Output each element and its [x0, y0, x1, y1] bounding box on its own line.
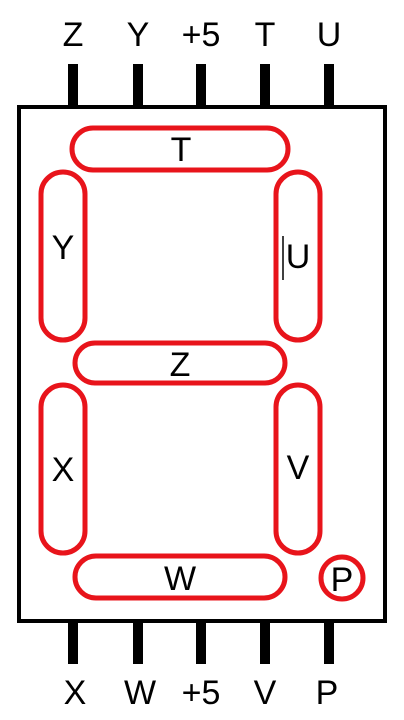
bottom-pin-label-3: +5 [182, 674, 221, 712]
bottom-pin-label-2: W [124, 674, 156, 712]
segment-label-p: P [331, 561, 354, 599]
bottom-pin-label-5: P [316, 674, 339, 712]
top-pin-label-5: U [317, 16, 342, 54]
bottom-pin-3 [196, 620, 206, 664]
segment-label-y: Y [52, 229, 75, 267]
bottom-pin-label-1: X [64, 674, 87, 712]
segment-y [38, 169, 88, 343]
top-pin-3 [196, 64, 206, 108]
top-pin-label-1: Z [63, 16, 84, 54]
segment-label-t: T [171, 131, 192, 169]
display-body [17, 105, 387, 623]
segment-label-u: U [286, 238, 311, 276]
bottom-pins: X W +5 V P [64, 620, 339, 712]
segment-t [69, 125, 291, 173]
segment-v [273, 382, 323, 556]
segment-p-dot [318, 554, 366, 602]
bottom-pin-5 [324, 620, 334, 664]
top-pin-label-2: Y [127, 16, 150, 54]
bottom-pin-2 [133, 620, 143, 664]
top-pin-label-3: +5 [182, 16, 221, 54]
segment-u [273, 169, 323, 343]
top-pin-2 [133, 64, 143, 108]
segment-label-x: X [52, 451, 75, 489]
segments [38, 125, 366, 602]
segment-labels: T Y U Z X V W P [52, 131, 354, 599]
top-pin-1 [68, 64, 78, 108]
segment-label-v: V [287, 449, 310, 487]
top-pins: Z Y +5 T U [63, 16, 342, 108]
segment-x [38, 382, 88, 556]
segment-label-z: Z [170, 346, 191, 384]
bottom-pin-4 [260, 620, 270, 664]
bottom-pin-label-4: V [254, 674, 277, 712]
segment-z [72, 340, 288, 386]
top-pin-5 [324, 64, 334, 108]
segment-label-w: W [164, 560, 196, 598]
top-pin-4 [260, 64, 270, 108]
top-pin-label-4: T [255, 16, 276, 54]
bottom-pin-1 [68, 620, 78, 664]
segment-w [72, 553, 288, 601]
